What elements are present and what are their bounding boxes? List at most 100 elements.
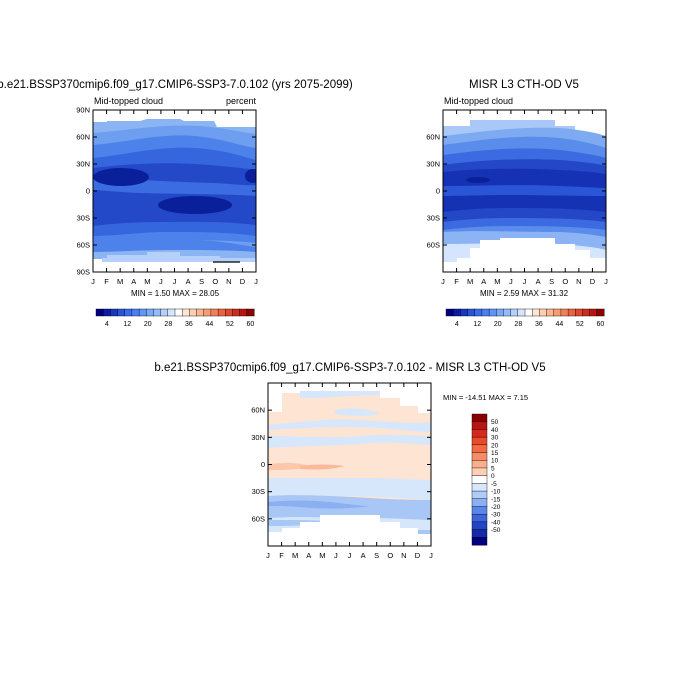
panel2-x-tick-label: F [454,277,459,286]
panel1-colorbar-box [225,308,233,317]
panel2-colorbar: 4 12 20 28 36 44 52 60 [445,308,605,328]
panel1-colorbar-label: 36 [185,321,193,328]
panel1-right-string: percent [226,96,257,106]
panel-observation: MISR L3 CTH-OD V5 Mid-topped cloud 60N30… [426,79,608,328]
panel3-colorbar-label: 5 [491,465,495,472]
panel3-colorbar-box [471,444,488,454]
panel2-colorbar-label: 4 [455,321,459,328]
panel1-minmax: MIN = 1.50 MAX = 28.05 [131,289,220,298]
panel3-colorbar-label: 20 [491,442,499,449]
panel1-y-tick-label: 60N [76,133,90,142]
panel2-colorbar-box [452,308,461,317]
panel3-colorbar-box [471,452,488,461]
panel2-colorbar-box [496,308,504,317]
panel3-colorbar-box [471,467,488,477]
panel3-band-negative-south [268,478,431,500]
panel3-colorbar-box [471,513,488,523]
panel3-x-tick-label: D [415,551,421,560]
panel1-max-south [158,196,232,214]
panel-difference: b.e21.BSSP370cmip6.f09_g17.CMIP6-SSP3-7.… [154,362,545,560]
panel2-x-tick-label: J [604,277,608,286]
panel2-left-string: Mid-topped cloud [444,96,513,106]
panel3-colorbar-box [471,506,488,515]
panel1-colorbar-box [102,308,111,317]
panel1-colorbar-box [95,308,104,317]
panel3-x-tick-label: N [401,551,406,560]
panel2-colorbar-label: 12 [473,321,481,328]
panel1-colorbar-box [196,308,205,317]
panel2-x-tick-label: N [576,277,581,286]
panel2-colorbar-box [531,308,540,317]
panel2-colorbar-label: 20 [494,321,502,328]
panel3-x-tick-label: F [279,551,284,560]
panel2-colorbar-box [510,308,519,317]
panel2-colorbar-box [524,308,533,317]
panel3-colorbar-label: -20 [491,504,501,511]
panel2-x-tick-label: M [494,277,500,286]
panel3-y-axis: 60N 30N 0 30S 60S [251,406,431,523]
panel2-equator-weak [443,185,606,196]
panel2-colorbar-label: 60 [597,321,605,328]
panel1-colorbar-box [131,308,140,317]
panel1-colorbar-box [239,308,248,317]
panel3-colorbar-label: 30 [491,435,499,442]
panel1-colorbar-label: 44 [205,321,213,328]
panel3-colorbar-box [471,413,488,423]
panel2-y-tick-label: 60S [427,241,440,250]
panel2-x-tick-label: A [536,277,541,286]
panel1-title: b.e21.BSSP370cmip6.f09_g17.CMIP6-SSP3-7.… [0,79,353,91]
panel2-x-tick-label: J [509,277,513,286]
panel2-contour-field [443,110,606,272]
panel1-colorbar-box [167,308,176,317]
panel1-x-tick-label: S [199,277,204,286]
panel2-y-axis: 60N 30N 0 30S 60S [426,133,606,250]
panel2-colorbar-box [474,308,483,317]
panel2-max-north [466,177,490,183]
panel-model: b.e21.BSSP370cmip6.f09_g17.CMIP6-SSP3-7.… [0,79,353,328]
panel3-x-tick-label: J [334,551,338,560]
panel2-y-tick-label: 30S [427,214,440,223]
panel3-x-tick-label: M [319,551,325,560]
panel2-y-tick-label: 0 [436,187,440,196]
panel2-colorbar-box [560,308,569,317]
panel3-colorbar-label: -50 [491,527,501,534]
panel3-colorbar-label: 10 [491,458,499,465]
panel2-minmax: MIN = 2.59 MAX = 31.32 [480,289,569,298]
panel3-colorbar-box [471,529,488,538]
panel3-colorbar-box [471,429,488,438]
panel1-x-tick-label: M [144,277,150,286]
panel2-x-tick-label: D [590,277,596,286]
panel3-colorbar-label: -40 [491,519,501,526]
panel3-x-tick-label: A [306,551,311,560]
panel2-x-tick-label: J [523,277,527,286]
panel2-colorbar-label: 44 [555,321,563,328]
panel1-max-north [93,168,149,186]
panel1-x-tick-label: J [173,277,177,286]
panel2-x-tick-label: A [481,277,486,286]
panel2-colorbar-label: 36 [535,321,543,328]
panel1-colorbar-box [146,308,154,317]
panel1-colorbar-box [124,308,133,317]
panel2-x-tick-label: S [549,277,554,286]
panel2-x-tick-label: M [467,277,473,286]
panel3-x-tick-label: S [374,551,379,560]
panel1-colorbar-box [189,308,198,317]
panel1-x-tick-label: J [159,277,163,286]
panel1-colorbar-label: 52 [226,321,234,328]
panel1-x-tick-label: A [131,277,136,286]
panel2-colorbar-box [596,308,605,317]
panel2-colorbar-box [488,308,497,317]
panel2-y-tick-label: 30N [426,160,440,169]
panel1-colorbar-box [153,308,162,317]
panel1-colorbar-label: 20 [144,321,152,328]
panel3-colorbar-label: 15 [491,450,499,457]
panel3-colorbar-box [471,421,488,430]
panel1-colorbar-label: 12 [123,321,131,328]
panel3-equator-positive [268,452,431,466]
panel3-minmax: MIN = -14.51 MAX = 7.15 [443,393,528,402]
panel3-x-tick-label: J [348,551,352,560]
panel1-y-tick-label: 90N [76,106,90,115]
panel3-colorbar-box [471,537,488,546]
